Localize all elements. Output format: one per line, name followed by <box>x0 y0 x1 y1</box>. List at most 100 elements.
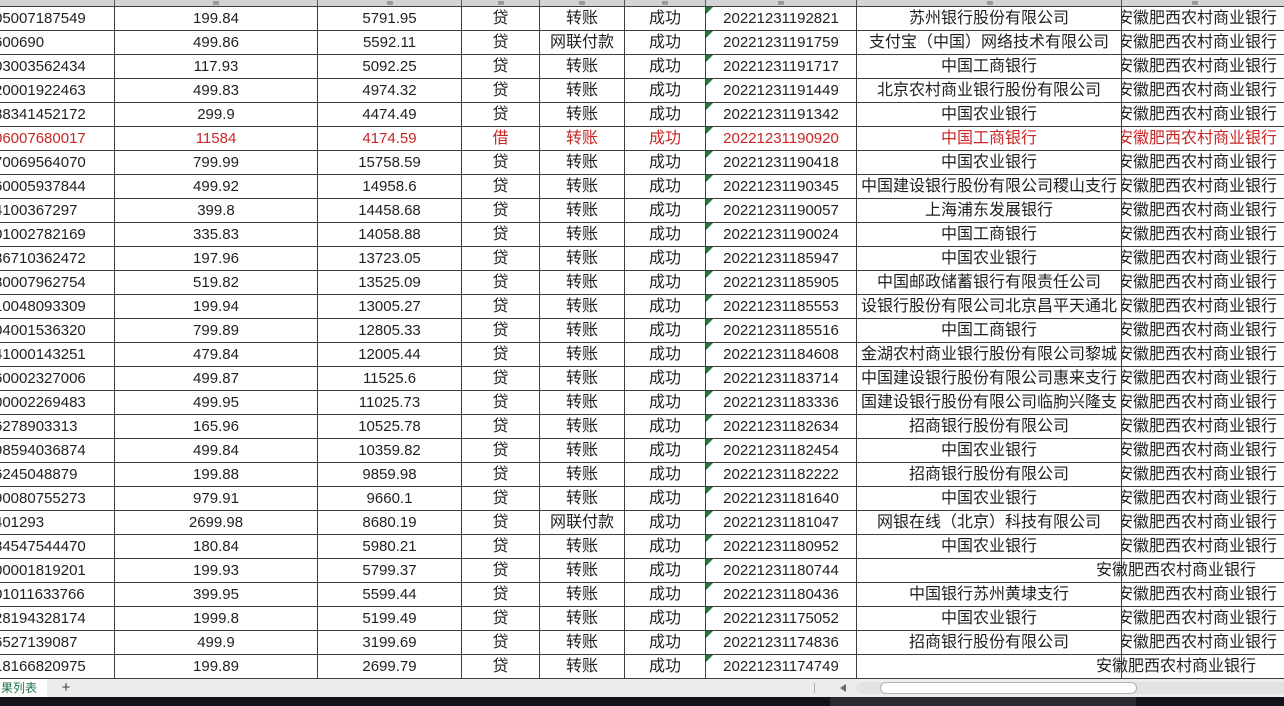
cell-holder-bank[interactable]: 安徽肥西农村商业银行 <box>1122 346 1278 363</box>
cell-account[interactable]: 41000143251 <box>0 343 115 366</box>
cell-timestamp[interactable]: 20221231184608 <box>706 343 857 366</box>
cell-status[interactable]: 成功 <box>625 463 706 486</box>
cell-status[interactable]: 成功 <box>625 127 706 150</box>
cell-amount[interactable]: 117.93 <box>115 55 318 78</box>
cell-status[interactable]: 成功 <box>625 223 706 246</box>
cell-bank[interactable]: 中国建设银行股份有限公司稷山支行 <box>857 175 1122 198</box>
cell-debit-credit[interactable]: 贷 <box>462 535 540 558</box>
cell-debit-credit[interactable]: 贷 <box>462 583 540 606</box>
cell-holder-bank[interactable]: 安徽肥西农村商业银行 <box>1122 322 1278 339</box>
cell-holder-bank[interactable]: 安徽肥西农村商业银行 <box>1122 466 1278 483</box>
cell-balance[interactable]: 11525.6 <box>318 367 462 390</box>
cell-balance[interactable]: 4174.59 <box>318 127 462 150</box>
cell-debit-credit[interactable]: 贷 <box>462 199 540 222</box>
cell-bank[interactable]: 中国农业银行 <box>857 151 1122 174</box>
cell-bank[interactable]: 中国农业银行 <box>857 487 1122 510</box>
cell-debit-credit[interactable]: 贷 <box>462 367 540 390</box>
cell-status[interactable]: 成功 <box>625 319 706 342</box>
cell-bank[interactable]: 中国农业银行 <box>857 535 1122 558</box>
cell-account[interactable]: 80007962754 <box>0 271 115 294</box>
cell-amount[interactable]: 499.86 <box>115 31 318 54</box>
cell-bank[interactable]: 设银行股份有限公司北京昌平天通北 <box>857 295 1122 318</box>
cell-type[interactable]: 转账 <box>540 463 625 486</box>
cell-timestamp[interactable]: 20221231190057 <box>706 199 857 222</box>
cell-bank[interactable]: 国建设银行股份有限公司临朐兴隆支 <box>857 391 1122 414</box>
cell-timestamp[interactable]: 20221231182454 <box>706 439 857 462</box>
cell-status[interactable]: 成功 <box>625 79 706 102</box>
cell-account[interactable]: 01002782169 <box>0 223 115 246</box>
cell-timestamp[interactable]: 20221231190024 <box>706 223 857 246</box>
cell-timestamp[interactable]: 20221231185553 <box>706 295 857 318</box>
cell-type[interactable]: 转账 <box>540 343 625 366</box>
cell-holder-bank[interactable]: 安徽肥西农村商业银行 <box>1122 154 1278 171</box>
cell-holder-bank[interactable]: 安徽肥西农村商业银行 <box>1122 34 1278 51</box>
cell-holder-bank[interactable]: 安徽肥西农村商业银行 <box>1122 226 1278 243</box>
cell-holder-bank[interactable]: 安徽肥西农村商业银行 <box>1122 58 1278 75</box>
cell-amount[interactable]: 979.91 <box>115 487 318 510</box>
cell-balance[interactable]: 12805.33 <box>318 319 462 342</box>
cell-status[interactable]: 成功 <box>625 31 706 54</box>
cell-debit-credit[interactable]: 贷 <box>462 175 540 198</box>
cell-status[interactable]: 成功 <box>625 487 706 510</box>
cell-amount[interactable]: 199.94 <box>115 295 318 318</box>
cell-bank[interactable]: 苏州银行股份有限公司 <box>857 7 1122 30</box>
cell-type[interactable]: 转账 <box>540 367 625 390</box>
cell-type[interactable]: 转账 <box>540 487 625 510</box>
cell-debit-credit[interactable]: 贷 <box>462 295 540 318</box>
cell-type[interactable]: 转账 <box>540 199 625 222</box>
cell-balance[interactable]: 5799.37 <box>318 559 462 582</box>
cell-type[interactable]: 网联付款 <box>540 511 625 534</box>
cell-timestamp[interactable]: 20221231191759 <box>706 31 857 54</box>
cell-debit-credit[interactable]: 贷 <box>462 55 540 78</box>
cell-timestamp[interactable]: 20221231182634 <box>706 415 857 438</box>
cell-debit-credit[interactable]: 贷 <box>462 487 540 510</box>
cell-status[interactable]: 成功 <box>625 271 706 294</box>
cell-bank[interactable]: 中国邮政储蓄银行有限责任公司 <box>857 271 1122 294</box>
cell-amount[interactable]: 197.96 <box>115 247 318 270</box>
cell-timestamp[interactable]: 20221231181640 <box>706 487 857 510</box>
cell-account[interactable]: 06007680017 <box>0 127 115 150</box>
cell-amount[interactable]: 499.83 <box>115 79 318 102</box>
cell-amount[interactable]: 11584 <box>115 127 318 150</box>
cell-holder-bank[interactable]: 安徽肥西农村商业银行 <box>1122 106 1278 123</box>
cell-status[interactable]: 成功 <box>625 439 706 462</box>
cell-balance[interactable]: 15758.59 <box>318 151 462 174</box>
cell-balance[interactable]: 13723.05 <box>318 247 462 270</box>
cell-holder-bank[interactable]: 安徽肥西农村商业银行 <box>1122 370 1278 387</box>
cell-account[interactable]: 00001819201 <box>0 559 115 582</box>
cell-status[interactable]: 成功 <box>625 199 706 222</box>
cell-amount[interactable]: 519.82 <box>115 271 318 294</box>
cell-type[interactable]: 转账 <box>540 391 625 414</box>
cell-holder-bank[interactable]: 安徽肥西农村商业银行 <box>1122 538 1278 555</box>
cell-status[interactable]: 成功 <box>625 55 706 78</box>
cell-type[interactable]: 转账 <box>540 295 625 318</box>
cell-account[interactable]: 88341452172 <box>0 103 115 126</box>
cell-balance[interactable]: 9859.98 <box>318 463 462 486</box>
cell-debit-credit[interactable]: 借 <box>462 127 540 150</box>
cell-timestamp[interactable]: 20221231180436 <box>706 583 857 606</box>
cell-bank[interactable]: 中国银行苏州黄埭支行 <box>857 583 1122 606</box>
cell-debit-credit[interactable]: 贷 <box>462 271 540 294</box>
cell-timestamp[interactable]: 20221231182222 <box>706 463 857 486</box>
cell-account[interactable]: 401293 <box>0 511 115 534</box>
cell-balance[interactable]: 8680.19 <box>318 511 462 534</box>
cell-balance[interactable]: 13525.09 <box>318 271 462 294</box>
cell-timestamp[interactable]: 20221231190345 <box>706 175 857 198</box>
cell-holder-bank[interactable]: 安徽肥西农村商业银行 <box>1122 394 1278 411</box>
cell-debit-credit[interactable]: 贷 <box>462 31 540 54</box>
cell-holder-bank[interactable]: 安徽肥西农村商业银行 <box>1122 202 1278 219</box>
cell-type[interactable]: 转账 <box>540 439 625 462</box>
cell-type[interactable]: 转账 <box>540 319 625 342</box>
cell-timestamp[interactable]: 20221231191449 <box>706 79 857 102</box>
cell-debit-credit[interactable]: 贷 <box>462 463 540 486</box>
cell-amount[interactable]: 479.84 <box>115 343 318 366</box>
cell-bank[interactable]: 中国农业银行 <box>857 439 1122 462</box>
cell-timestamp[interactable]: 20221231190418 <box>706 151 857 174</box>
cell-balance[interactable]: 5092.25 <box>318 55 462 78</box>
cell-debit-credit[interactable]: 贷 <box>462 655 540 678</box>
cell-account[interactable]: 6278903313 <box>0 415 115 438</box>
cell-type[interactable]: 转账 <box>540 247 625 270</box>
cell-bank[interactable] <box>857 559 1122 582</box>
cell-holder-bank[interactable]: 安徽肥西农村商业银行 <box>1122 250 1278 267</box>
cell-bank[interactable]: 中国建设银行股份有限公司惠来支行 <box>857 367 1122 390</box>
